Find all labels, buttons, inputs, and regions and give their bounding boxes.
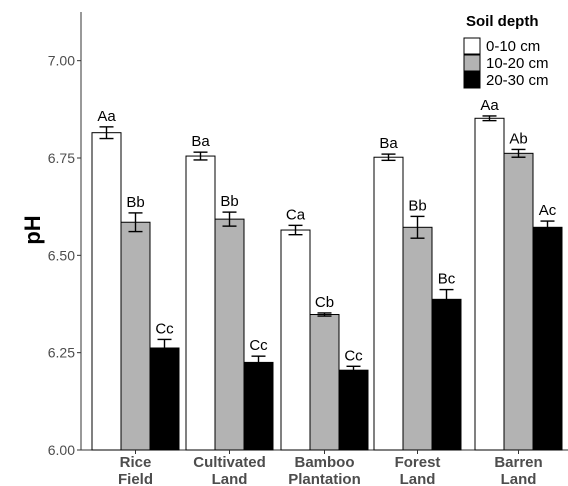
bar [503, 152, 534, 451]
significance-label: Cc [155, 320, 174, 337]
x-tick-label: Land [501, 471, 537, 486]
legend-label: 20-30 cm [486, 72, 549, 89]
bar [149, 347, 180, 451]
bar [431, 298, 462, 451]
x-tick-label: Land [400, 471, 436, 486]
bar-group: Ca Cb Cc [280, 206, 369, 451]
legend-swatch [463, 54, 481, 72]
x-tick-label: Rice [120, 454, 152, 471]
bar [474, 117, 505, 451]
x-tick-label: Bamboo [295, 454, 355, 471]
y-tick-label: 7.00 [48, 53, 75, 69]
bar [402, 226, 433, 451]
bar [185, 155, 216, 451]
significance-label: Aa [97, 108, 116, 125]
significance-label: Bb [126, 194, 144, 211]
significance-label: Bb [408, 197, 426, 214]
bars: Aa Bb Cc Ba Bb Cc Ca Cb Cc Ba Bb Bc Aa Ab Ac [91, 97, 563, 451]
significance-label: Cc [344, 347, 363, 364]
bar [91, 132, 122, 451]
bar-group: Ba Bb Cc [185, 133, 274, 451]
bar [280, 229, 311, 451]
y-tick-label: 6.50 [48, 247, 75, 263]
bar-group: Aa Bb Cc [91, 108, 180, 451]
significance-label: Ba [379, 135, 398, 152]
x-tick-label: Cultivated [193, 454, 266, 471]
significance-label: Aa [480, 97, 499, 114]
significance-label: Ab [509, 130, 527, 147]
x-tick-label: Forest [395, 454, 441, 471]
y-tick-label: 6.75 [48, 150, 75, 166]
legend-swatch [463, 37, 481, 55]
legend-label: 0-10 cm [486, 38, 540, 55]
significance-label: Cb [315, 294, 334, 311]
significance-label: Cc [249, 337, 268, 354]
y-axis-label: pH [20, 215, 45, 244]
y-axis: 6.00 6.25 6.50 6.75 7.00 [48, 53, 81, 458]
bar [373, 156, 404, 451]
significance-label: Bb [220, 193, 238, 210]
bar-group: Aa Ab Ac [474, 97, 563, 451]
x-tick-label: Barren [494, 454, 542, 471]
bar [214, 218, 245, 451]
significance-label: Ac [539, 202, 557, 219]
significance-label: Ca [286, 206, 306, 223]
x-tick-label: Land [212, 471, 248, 486]
x-tick-label: Plantation [288, 471, 361, 486]
legend-label: 10-20 cm [486, 55, 549, 72]
x-axis: RiceFieldCultivatedLandBambooPlantationF… [118, 450, 543, 486]
y-tick-label: 6.00 [48, 442, 75, 458]
bar [338, 369, 369, 451]
significance-label: Ba [191, 133, 210, 150]
significance-label: Bc [438, 271, 456, 288]
bar [532, 226, 563, 451]
bar-group: Ba Bb Bc [373, 135, 462, 451]
legend-swatch [463, 71, 481, 89]
bar [120, 221, 151, 451]
legend-title: Soil depth [466, 13, 539, 30]
bar [309, 314, 340, 451]
bar [243, 361, 274, 451]
y-tick-label: 6.25 [48, 345, 75, 361]
x-tick-label: Field [118, 471, 153, 486]
